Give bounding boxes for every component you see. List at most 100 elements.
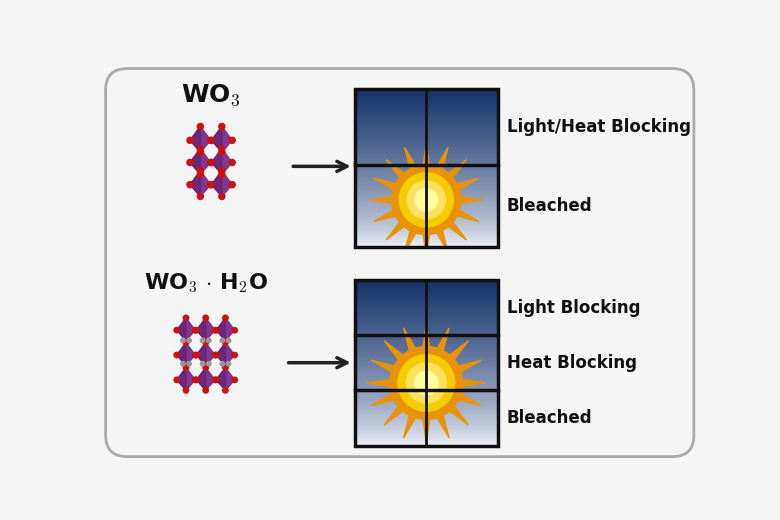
FancyBboxPatch shape xyxy=(105,69,694,457)
Bar xyxy=(355,204,498,206)
Bar xyxy=(355,334,498,336)
Bar xyxy=(355,212,498,214)
Bar xyxy=(355,240,498,242)
Bar xyxy=(355,389,498,391)
Bar xyxy=(355,382,498,385)
Bar xyxy=(355,336,498,338)
Bar xyxy=(355,362,498,365)
Bar xyxy=(355,387,498,389)
Bar xyxy=(355,92,498,94)
Text: Bleached: Bleached xyxy=(507,409,592,427)
Bar xyxy=(355,123,498,126)
Polygon shape xyxy=(211,126,232,152)
Bar xyxy=(355,188,498,190)
Bar xyxy=(355,324,498,327)
Circle shape xyxy=(223,387,228,393)
Bar xyxy=(355,105,498,107)
Polygon shape xyxy=(216,368,235,391)
Bar xyxy=(355,432,498,434)
Bar xyxy=(355,385,498,388)
Bar xyxy=(355,160,498,162)
Circle shape xyxy=(187,181,193,188)
Polygon shape xyxy=(434,147,448,173)
Bar xyxy=(355,409,498,411)
Circle shape xyxy=(212,328,218,333)
Polygon shape xyxy=(216,343,235,366)
Polygon shape xyxy=(423,143,430,170)
Polygon shape xyxy=(211,149,222,174)
Bar xyxy=(355,402,498,405)
Circle shape xyxy=(415,371,438,395)
Bar xyxy=(355,89,498,247)
Polygon shape xyxy=(190,149,200,174)
Circle shape xyxy=(203,363,208,368)
Polygon shape xyxy=(190,126,211,152)
Circle shape xyxy=(406,363,446,403)
Polygon shape xyxy=(435,411,449,438)
Bar xyxy=(355,366,498,368)
Bar xyxy=(355,316,498,318)
Circle shape xyxy=(220,338,225,343)
Polygon shape xyxy=(385,402,406,425)
Bar xyxy=(355,111,498,113)
Bar xyxy=(355,430,498,433)
Bar xyxy=(355,369,498,371)
Bar xyxy=(355,112,498,114)
Bar xyxy=(355,157,498,159)
Bar xyxy=(355,410,498,413)
Bar xyxy=(355,415,498,418)
Bar xyxy=(355,427,498,430)
Bar xyxy=(355,435,498,438)
Bar xyxy=(355,392,498,395)
Bar xyxy=(355,194,498,197)
Circle shape xyxy=(214,353,219,358)
Bar xyxy=(355,223,498,225)
Circle shape xyxy=(208,160,215,165)
Bar xyxy=(355,106,498,108)
Polygon shape xyxy=(386,218,407,240)
Bar xyxy=(355,213,498,216)
Circle shape xyxy=(229,181,236,188)
Bar xyxy=(355,93,498,96)
Bar xyxy=(355,178,498,181)
Polygon shape xyxy=(177,343,195,366)
Bar xyxy=(355,234,498,236)
Circle shape xyxy=(223,315,228,321)
Bar xyxy=(355,322,498,325)
Bar xyxy=(355,98,498,100)
Circle shape xyxy=(208,137,215,144)
Bar xyxy=(355,326,498,328)
Circle shape xyxy=(399,173,453,227)
Bar xyxy=(355,347,498,350)
Circle shape xyxy=(183,365,189,370)
Circle shape xyxy=(212,377,218,383)
Text: Light Blocking: Light Blocking xyxy=(507,300,640,317)
Polygon shape xyxy=(371,392,399,406)
Circle shape xyxy=(183,338,189,343)
Bar xyxy=(355,353,498,355)
Bar xyxy=(355,375,498,378)
Bar xyxy=(355,163,498,165)
Bar xyxy=(355,434,498,436)
Polygon shape xyxy=(197,368,206,391)
Bar xyxy=(355,321,498,323)
Bar xyxy=(355,137,498,140)
Bar xyxy=(355,147,498,149)
Bar xyxy=(355,128,498,131)
Bar xyxy=(355,306,498,308)
Bar xyxy=(355,354,498,357)
Polygon shape xyxy=(211,126,222,152)
Bar xyxy=(355,103,498,105)
Bar xyxy=(355,226,498,228)
Circle shape xyxy=(220,361,225,366)
Polygon shape xyxy=(445,160,466,181)
Bar xyxy=(355,364,498,367)
Bar xyxy=(355,231,498,233)
Bar xyxy=(355,122,498,124)
Bar xyxy=(355,155,498,157)
Bar xyxy=(355,329,498,332)
Polygon shape xyxy=(197,318,206,341)
Bar xyxy=(355,120,498,123)
Circle shape xyxy=(207,361,211,366)
Circle shape xyxy=(207,181,214,188)
